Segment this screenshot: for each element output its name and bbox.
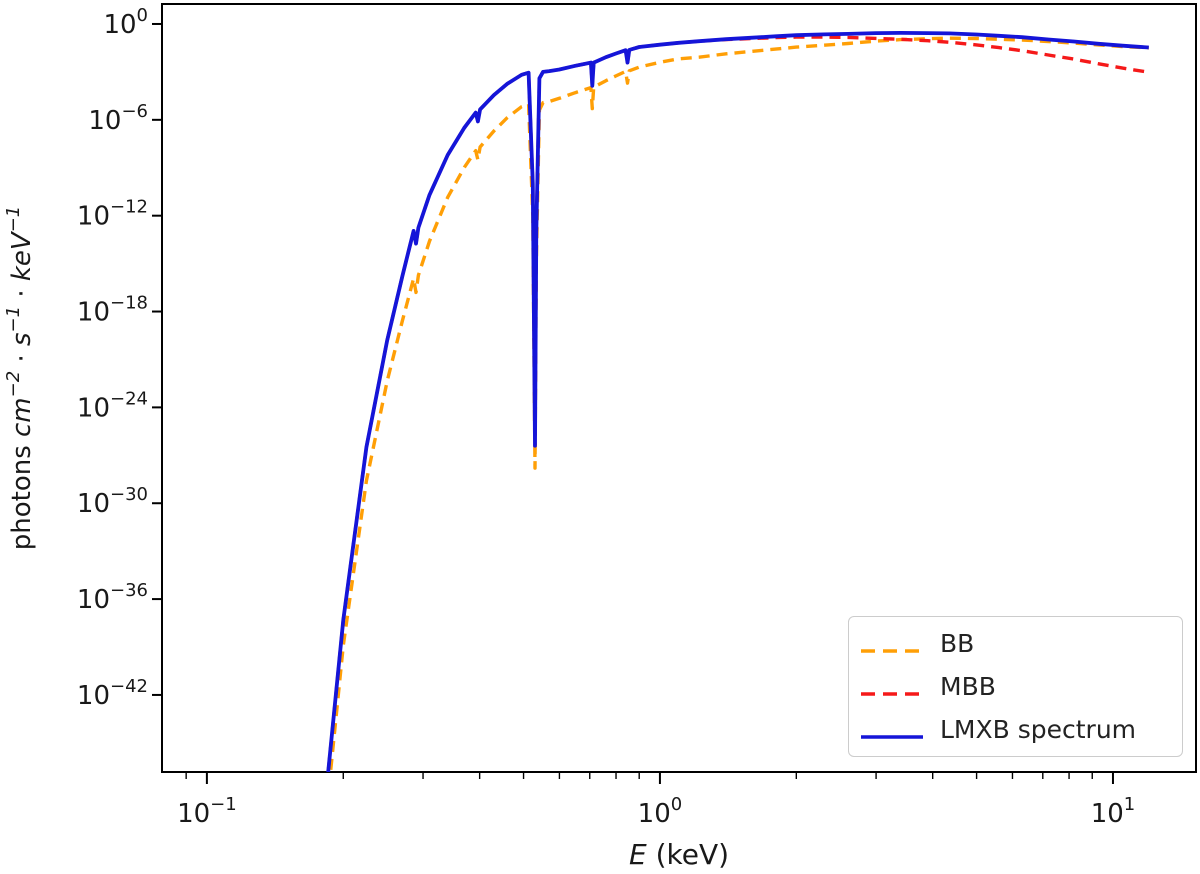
legend-item: MBB bbox=[859, 665, 1182, 708]
legend-sample-line bbox=[861, 648, 923, 653]
legend-sample-line bbox=[861, 734, 923, 739]
legend-item-label: MBB bbox=[940, 672, 996, 701]
bb-legend-line-icon bbox=[859, 640, 925, 653]
y-tick-label: 10−12 bbox=[77, 197, 148, 232]
x-axis-label: E (keV) bbox=[629, 838, 729, 871]
legend-item-label: BB bbox=[940, 629, 975, 658]
legend: BB MBB LMXB spectrum bbox=[848, 616, 1183, 757]
lmxb-curve bbox=[326, 31, 1149, 772]
y-tick-label: 10−36 bbox=[77, 580, 148, 615]
y-tick-label: 10−42 bbox=[77, 676, 148, 711]
legend-sample-line bbox=[861, 691, 923, 696]
x-tick-label: 101 bbox=[1091, 794, 1136, 829]
legend-item-label: LMXB spectrum bbox=[940, 715, 1137, 744]
x-tick-label: 100 bbox=[638, 794, 683, 829]
y-tick-label: 10−6 bbox=[88, 101, 148, 136]
bb-curve bbox=[328, 36, 1149, 772]
y-tick-label: 10−24 bbox=[77, 388, 148, 423]
y-tick-label: 100 bbox=[103, 5, 148, 40]
lmxb-legend-line-icon bbox=[859, 726, 925, 739]
legend-item: LMXB spectrum bbox=[859, 708, 1182, 751]
y-tick-label: 10−18 bbox=[77, 293, 148, 328]
plot-frame bbox=[161, 3, 1197, 773]
y-axis-label: photons cm−2 · s−1 · keV−1 bbox=[3, 206, 37, 551]
legend-item: BB bbox=[859, 622, 1182, 665]
y-tick-label: 10−30 bbox=[77, 484, 148, 519]
x-tick-label: 10−1 bbox=[177, 794, 237, 829]
mbb-legend-line-icon bbox=[859, 683, 925, 696]
